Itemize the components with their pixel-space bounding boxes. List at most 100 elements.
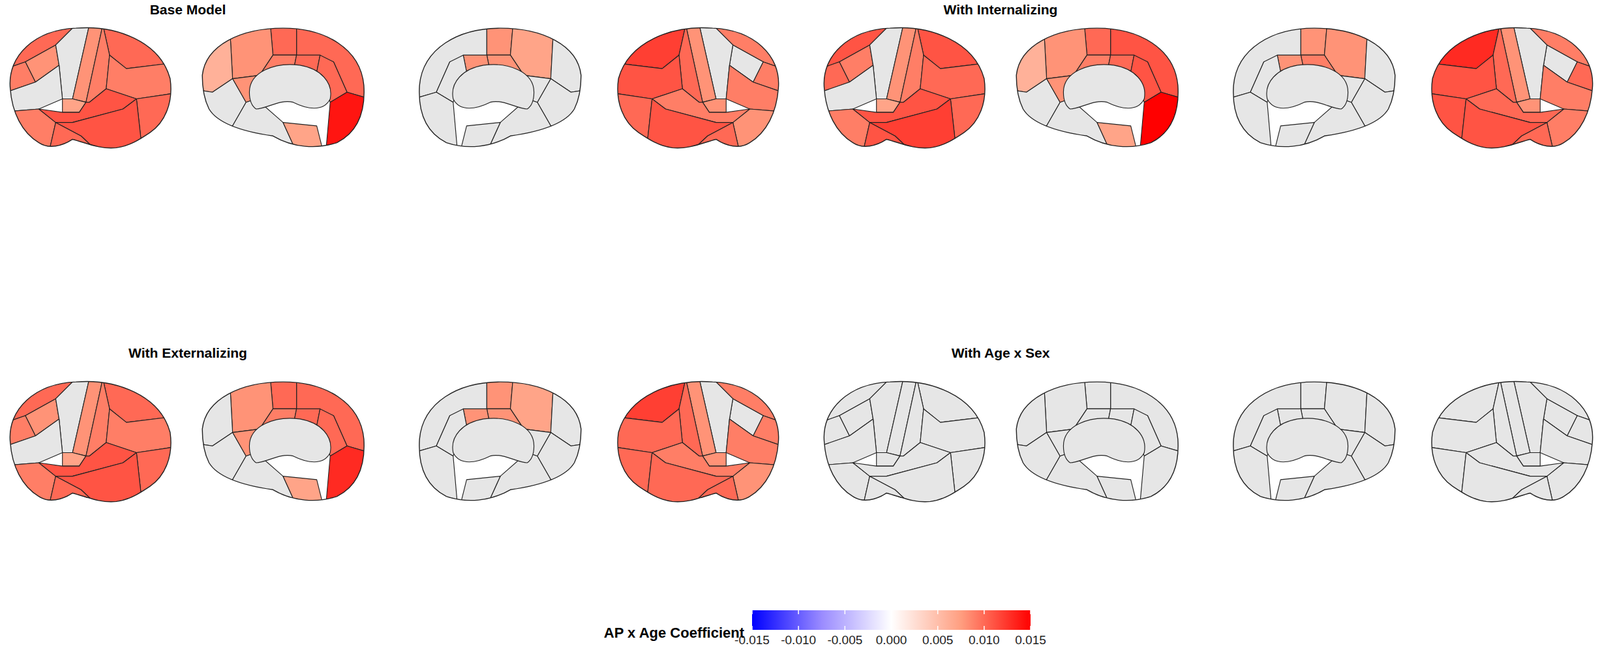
regions — [1004, 16, 1190, 160]
brain-region — [1420, 445, 1467, 513]
colorbar-tick-label: 0.015 — [1014, 632, 1047, 647]
brain-region — [1272, 122, 1315, 160]
brain-view — [1420, 16, 1600, 160]
brain-region — [1097, 476, 1140, 514]
colorbar-tick — [844, 609, 846, 614]
brain-region — [810, 108, 870, 160]
medial-wall — [1266, 418, 1349, 463]
brain-region — [1139, 91, 1190, 160]
brain-outline — [823, 381, 985, 502]
brain-region — [458, 122, 501, 160]
panel-title: With Internalizing — [943, 1, 1058, 17]
panel-title: With Age x Sex — [951, 345, 1051, 361]
brain-region — [1496, 122, 1555, 160]
colorbar-tick — [1029, 625, 1032, 630]
brain-region — [1221, 445, 1272, 513]
brain-region — [810, 462, 870, 513]
brain-region — [283, 476, 326, 514]
brain-region — [0, 418, 63, 466]
brain-region — [733, 462, 792, 513]
brain-outline — [1233, 28, 1396, 147]
brain-region — [1420, 91, 1467, 160]
colorbar-tick — [751, 625, 753, 630]
brain-region — [1297, 99, 1407, 160]
colorbar-tick — [890, 625, 893, 630]
regions — [1420, 16, 1600, 160]
brain-outline — [202, 381, 364, 500]
regions — [1004, 369, 1190, 513]
brain-view — [1221, 369, 1407, 513]
brain-region — [950, 445, 997, 513]
brain-region — [190, 452, 301, 514]
brain-view — [0, 369, 182, 513]
brain-view — [810, 16, 997, 160]
medial-wall — [249, 418, 331, 463]
colorbar-tick-label: 0.000 — [875, 632, 908, 647]
brain-view — [190, 369, 376, 513]
brain-outline — [419, 381, 582, 500]
regions — [190, 16, 376, 160]
brain-region — [950, 91, 997, 160]
brain-region — [283, 122, 326, 160]
brain-outline — [419, 28, 582, 147]
regions — [407, 16, 593, 160]
brain-region — [1300, 369, 1328, 409]
regions — [810, 16, 997, 160]
brain-outline — [617, 381, 779, 502]
regions — [0, 369, 182, 513]
colorbar-tick — [983, 625, 985, 630]
brain-region — [1097, 122, 1140, 160]
colorbar-tick — [983, 609, 985, 614]
brain-region — [0, 65, 63, 113]
brain-view — [606, 369, 792, 513]
colorbar-tick — [751, 609, 753, 614]
regions — [407, 369, 593, 513]
colorbar-tick — [890, 609, 893, 614]
brain-region — [136, 445, 182, 513]
regions — [1221, 369, 1407, 513]
brain-region — [325, 445, 376, 513]
brain-region — [269, 16, 297, 55]
brain-outline — [9, 28, 171, 149]
colorbar-tick-label: 0.010 — [968, 632, 1000, 647]
brain-view — [810, 369, 997, 513]
brain-region — [325, 91, 376, 160]
regions — [1420, 369, 1600, 513]
brain-region — [407, 445, 458, 513]
regions — [1221, 16, 1407, 160]
brain-view — [606, 16, 792, 160]
panel-title: Base Model — [150, 1, 227, 17]
regions — [0, 16, 182, 160]
brain-view — [407, 16, 593, 160]
medial-wall — [452, 418, 535, 463]
medial-wall — [249, 64, 331, 109]
brain-region — [47, 122, 107, 160]
regions — [606, 16, 792, 160]
brain-region — [606, 91, 653, 160]
brain-region — [1004, 452, 1115, 514]
brain-outline — [1016, 28, 1178, 147]
brain-view — [1420, 369, 1600, 513]
brain-region — [861, 476, 921, 514]
brain-region — [483, 99, 593, 160]
colorbar-tick-label: -0.005 — [827, 632, 863, 647]
brain-outline — [9, 381, 171, 502]
brain-region — [136, 91, 182, 160]
brain-region — [190, 99, 301, 160]
brain-region — [483, 452, 593, 514]
brain-region — [1083, 369, 1111, 409]
brain-outline — [1431, 28, 1593, 149]
colorbar-tick — [797, 609, 800, 614]
brain-region — [810, 418, 877, 466]
brain-region — [810, 65, 877, 113]
brain-region — [486, 369, 514, 409]
colorbar — [752, 609, 1031, 630]
brain-region — [1004, 99, 1115, 160]
brain-region — [458, 476, 501, 514]
regions — [810, 369, 997, 513]
brain-region — [269, 369, 297, 409]
brain-region — [47, 476, 107, 514]
colorbar-tick — [844, 625, 846, 630]
brain-region — [486, 16, 514, 55]
medial-wall — [1266, 64, 1349, 109]
